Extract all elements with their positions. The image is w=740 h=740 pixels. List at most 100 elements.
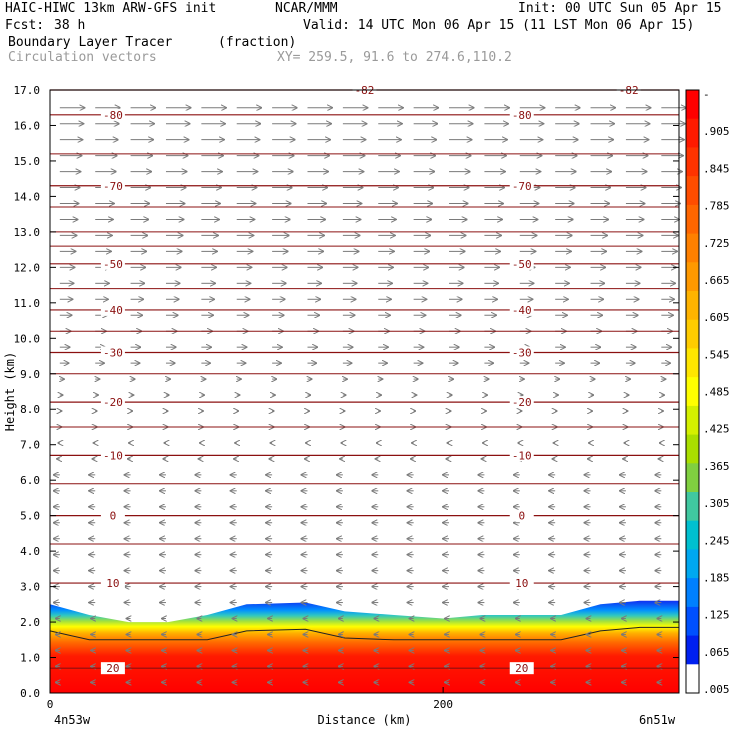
contour-label: -50 bbox=[512, 258, 532, 271]
colorbar-label: .125 bbox=[703, 609, 730, 622]
contour-label: 10 bbox=[515, 577, 528, 590]
valid-time: Valid: 14 UTC Mon 06 Apr 15 (11 LST Mon … bbox=[303, 18, 695, 33]
colorbar-segment bbox=[686, 405, 699, 436]
colorbar-label: .425 bbox=[703, 423, 730, 436]
field-name: Boundary Layer Tracer bbox=[8, 35, 173, 50]
colorbar-label: .065 bbox=[703, 646, 730, 659]
contour-label-bg bbox=[100, 449, 125, 462]
contour-label-bg bbox=[509, 449, 534, 462]
contour-label-bg bbox=[509, 509, 534, 522]
contour-label-bg bbox=[100, 257, 125, 270]
x-tick-label: 0 bbox=[47, 698, 54, 711]
contour-label: -80 bbox=[103, 109, 123, 122]
colorbar-label: .485 bbox=[703, 386, 730, 399]
contour-label-bg bbox=[509, 346, 534, 359]
y-tick-label: 0.0 bbox=[20, 687, 40, 700]
contour-label-bg bbox=[509, 577, 534, 590]
contour-label-bg bbox=[100, 346, 125, 359]
y-tick-label: 6.0 bbox=[20, 474, 40, 487]
colorbar-segment bbox=[686, 118, 699, 148]
y-tick-label: 9.0 bbox=[20, 368, 40, 381]
forecast-label: Fcst: bbox=[5, 18, 45, 33]
contour-label-bg bbox=[100, 396, 125, 409]
contour-label: -10 bbox=[103, 449, 123, 462]
contour-label: -30 bbox=[512, 346, 532, 359]
colorbar-label: - bbox=[703, 88, 710, 101]
y-tick-label: 1.0 bbox=[20, 652, 40, 665]
colorbar-segment bbox=[686, 578, 699, 608]
colorbar-label: .305 bbox=[703, 497, 730, 510]
colorbar-label: .905 bbox=[703, 125, 730, 138]
colorbar-segment bbox=[686, 664, 699, 694]
colorbar-label: .365 bbox=[703, 460, 730, 473]
colorbar-label: .665 bbox=[703, 274, 730, 287]
colorbar-segment bbox=[686, 262, 699, 292]
colorbar-label: .785 bbox=[703, 200, 730, 213]
contour-label: -80 bbox=[512, 109, 532, 122]
y-tick-label: 13.0 bbox=[14, 226, 41, 239]
colorbar-segment bbox=[686, 549, 699, 579]
colorbar-segment bbox=[686, 204, 699, 235]
plot-frame bbox=[49, 89, 680, 694]
colorbar-segment bbox=[686, 635, 699, 665]
colorbar-segment bbox=[686, 319, 699, 349]
contour-label: -50 bbox=[103, 258, 123, 271]
contour-label-bg bbox=[100, 303, 125, 316]
forecast-hour: 38 h bbox=[54, 18, 86, 33]
vectors-label: Circulation vectors bbox=[8, 50, 157, 65]
contour-label-bg bbox=[100, 662, 125, 675]
contour-label-bg bbox=[509, 396, 534, 409]
y-tick-label: 16.0 bbox=[14, 119, 41, 132]
contour-label: -40 bbox=[103, 304, 123, 317]
x-end-location: 6n51w bbox=[639, 713, 676, 727]
colorbar-segment bbox=[686, 147, 699, 177]
colorbar-label: .185 bbox=[703, 571, 730, 584]
contour-label: -10 bbox=[512, 449, 532, 462]
colorbar-segment bbox=[686, 90, 699, 120]
x-start-location: 4n53w bbox=[54, 713, 91, 727]
colorbar-segment bbox=[686, 520, 699, 550]
colorbar-label: .245 bbox=[703, 534, 730, 547]
contour-label: -40 bbox=[512, 304, 532, 317]
contour-label: 20 bbox=[515, 662, 528, 675]
contour-label-bg bbox=[509, 303, 534, 316]
colorbar-segment bbox=[686, 434, 699, 464]
contour-label: -20 bbox=[103, 396, 123, 409]
tracer-fill bbox=[50, 600, 679, 693]
y-tick-label: 7.0 bbox=[20, 439, 40, 452]
x-tick-label: 200 bbox=[433, 698, 453, 711]
y-tick-label: 14.0 bbox=[14, 190, 41, 203]
colorbar-segment bbox=[686, 291, 699, 321]
contour-label: -70 bbox=[512, 180, 532, 193]
contour-label: -30 bbox=[103, 346, 123, 359]
contour-label-bg bbox=[509, 108, 534, 121]
y-tick-label: 10.0 bbox=[14, 332, 41, 345]
y-axis-title: Height (km) bbox=[3, 352, 17, 431]
y-tick-label: 17.0 bbox=[14, 84, 41, 97]
contour-label: 0 bbox=[518, 510, 525, 523]
contour-label-bg bbox=[509, 257, 534, 270]
contour-label-bg bbox=[509, 179, 534, 192]
contour-label: -20 bbox=[512, 396, 532, 409]
xy-range: XY= 259.5, 91.6 to 274.6,110.2 bbox=[277, 50, 512, 65]
contour-label: 20 bbox=[106, 662, 119, 675]
contour-label-bg bbox=[509, 662, 534, 675]
colorbar-segment bbox=[686, 492, 699, 522]
y-tick-label: 2.0 bbox=[20, 616, 40, 629]
y-tick-label: 15.0 bbox=[14, 155, 41, 168]
contour-label-bg bbox=[100, 179, 125, 192]
contour-label-bg bbox=[100, 509, 125, 522]
contour-label: 0 bbox=[110, 510, 117, 523]
org-label: NCAR/MMM bbox=[275, 1, 338, 16]
colorbar-segment bbox=[686, 377, 699, 407]
contour-label: -70 bbox=[103, 180, 123, 193]
y-tick-label: 8.0 bbox=[20, 403, 40, 416]
model-title: HAIC-HIWC 13km ARW-GFS init bbox=[5, 1, 217, 16]
colorbar-label: .005 bbox=[703, 683, 730, 696]
contour-label-bg bbox=[100, 108, 125, 121]
colorbar-segment bbox=[686, 233, 699, 263]
y-tick-label: 12.0 bbox=[14, 261, 41, 274]
colorbar-label: .545 bbox=[703, 348, 730, 361]
y-tick-label: 5.0 bbox=[20, 510, 40, 523]
